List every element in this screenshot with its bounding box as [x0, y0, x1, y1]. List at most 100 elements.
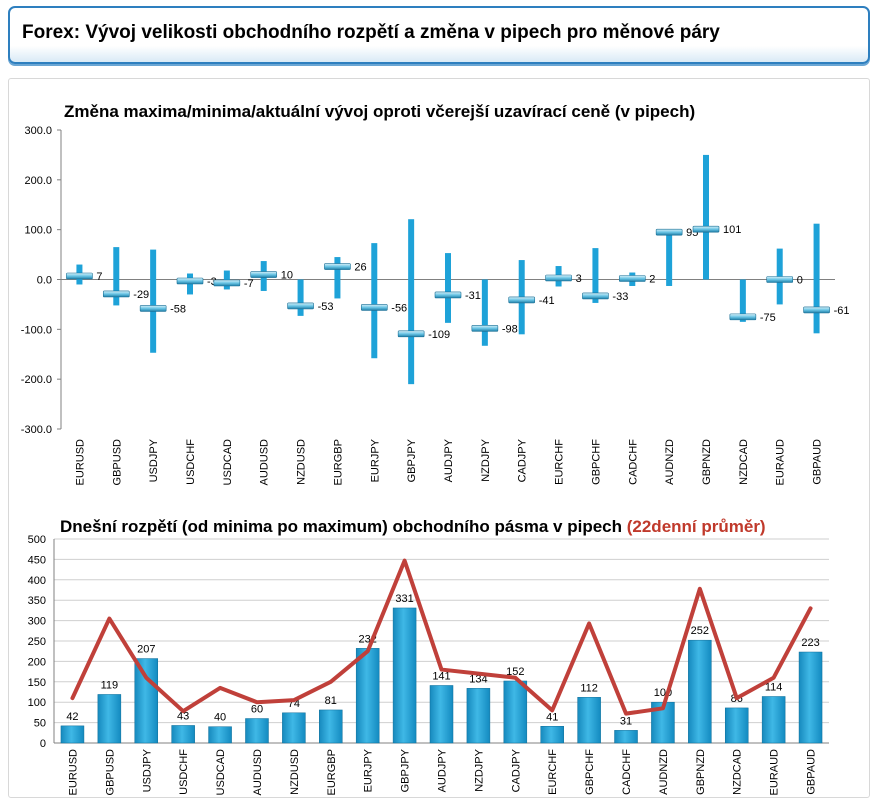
chart2-title-accent: (22denní průměr) — [626, 517, 766, 536]
x-category-label: CADJPY — [517, 438, 529, 482]
bar — [355, 648, 380, 744]
x-category-label: USDCHF — [178, 749, 190, 795]
current-marker — [508, 296, 536, 304]
x-category-label: GBPAUD — [806, 749, 818, 795]
range-bar — [666, 230, 673, 286]
x-category-label: EURGBP — [326, 749, 338, 795]
bar — [429, 685, 454, 744]
current-marker — [471, 325, 499, 332]
bar — [614, 730, 638, 744]
data-label: 141 — [432, 670, 450, 682]
current-marker — [139, 305, 167, 312]
x-category-label: AUDUSD — [252, 749, 264, 796]
x-category-label: GBPUSD — [104, 749, 116, 796]
x-category-label: USDCAD — [215, 749, 227, 796]
x-category-label: AUDUSD — [259, 439, 271, 486]
x-category-label: EURCHF — [547, 749, 559, 795]
x-category-label: USDJPY — [148, 438, 160, 482]
range-bar — [592, 248, 599, 303]
x-category-label: GBPNZD — [695, 749, 707, 795]
data-label: -3 — [207, 276, 217, 288]
data-label: 331 — [395, 593, 413, 605]
data-label: 43 — [177, 710, 189, 722]
x-category-label: AUDJPY — [437, 748, 449, 792]
range-bar — [445, 253, 451, 323]
current-marker — [213, 279, 241, 287]
range-bar — [408, 219, 415, 385]
data-label: 252 — [691, 625, 709, 637]
bar — [282, 712, 306, 744]
data-label: 41 — [546, 711, 558, 723]
y-tick-label: 200 — [28, 656, 46, 668]
x-category-label: GBPJPY — [400, 748, 412, 792]
range-bar — [334, 257, 341, 299]
data-label: 7 — [96, 271, 102, 283]
bar — [724, 707, 749, 744]
bar — [540, 726, 564, 744]
x-category-label: NZDCAD — [732, 749, 744, 795]
x-category-label: CADCHF — [621, 749, 633, 795]
y-tick-label: 100.0 — [24, 225, 52, 237]
data-label: -41 — [539, 295, 555, 307]
x-category-label: EURUSD — [74, 439, 86, 486]
x-category-label: NZDUSD — [296, 439, 308, 485]
data-label: -98 — [502, 323, 518, 335]
x-category-label: EURAUD — [769, 749, 781, 796]
bar — [688, 639, 712, 744]
data-label: -31 — [465, 290, 481, 302]
average-line — [70, 558, 813, 716]
data-label: 152 — [506, 666, 524, 678]
bar — [466, 688, 491, 744]
y-tick-label: 0.0 — [37, 275, 52, 287]
data-label: -56 — [391, 302, 407, 314]
x-category-label: EURGBP — [332, 439, 344, 485]
data-label: -29 — [133, 289, 149, 301]
y-tick-label: -300.0 — [21, 424, 52, 436]
y-tick-label: 50 — [34, 718, 46, 730]
data-label: -53 — [318, 301, 334, 313]
x-category-label: NZDJPY — [480, 438, 492, 481]
data-label: 10 — [281, 270, 293, 282]
header-box: Forex: Vývoj velikosti obchodního rozpět… — [8, 6, 870, 64]
data-label: -109 — [428, 329, 450, 341]
current-marker — [102, 290, 130, 298]
range-bar — [739, 279, 746, 322]
current-marker — [766, 276, 794, 283]
y-tick-label: 200.0 — [24, 175, 52, 187]
current-marker — [287, 302, 314, 310]
current-marker — [176, 277, 204, 285]
data-label: 26 — [354, 262, 366, 274]
chart2-title: Dnešní rozpětí (od minima po maximum) ob… — [60, 517, 766, 537]
data-label: 114 — [765, 681, 783, 693]
bar — [60, 725, 85, 744]
x-category-label: NZDUSD — [289, 749, 301, 795]
x-category-label: AUDNZD — [658, 749, 670, 795]
range-bar — [813, 223, 820, 334]
current-marker — [66, 272, 93, 280]
current-marker — [803, 306, 830, 314]
bar — [134, 658, 159, 744]
range-bar — [297, 279, 304, 316]
bar — [171, 725, 195, 744]
page-title: Forex: Vývoj velikosti obchodního rozpět… — [22, 22, 720, 43]
data-label: 119 — [101, 679, 119, 691]
data-label: 42 — [66, 711, 78, 723]
x-category-label: GBPCHF — [584, 749, 596, 795]
y-tick-label: 500 — [28, 534, 46, 546]
data-label: 0 — [797, 275, 803, 287]
data-label: 112 — [580, 682, 598, 694]
bar — [392, 607, 417, 744]
current-marker — [692, 225, 720, 233]
x-category-label: USDJPY — [141, 748, 153, 792]
y-tick-label: 0 — [40, 738, 46, 750]
chart-panel — [8, 78, 870, 798]
range-bar — [113, 247, 120, 306]
data-label: -33 — [612, 291, 628, 303]
range-bar — [481, 279, 488, 346]
x-category-label: CADCHF — [627, 439, 639, 485]
data-label: 3 — [576, 273, 582, 285]
data-label: -75 — [760, 312, 776, 324]
data-label: 134 — [469, 673, 487, 685]
